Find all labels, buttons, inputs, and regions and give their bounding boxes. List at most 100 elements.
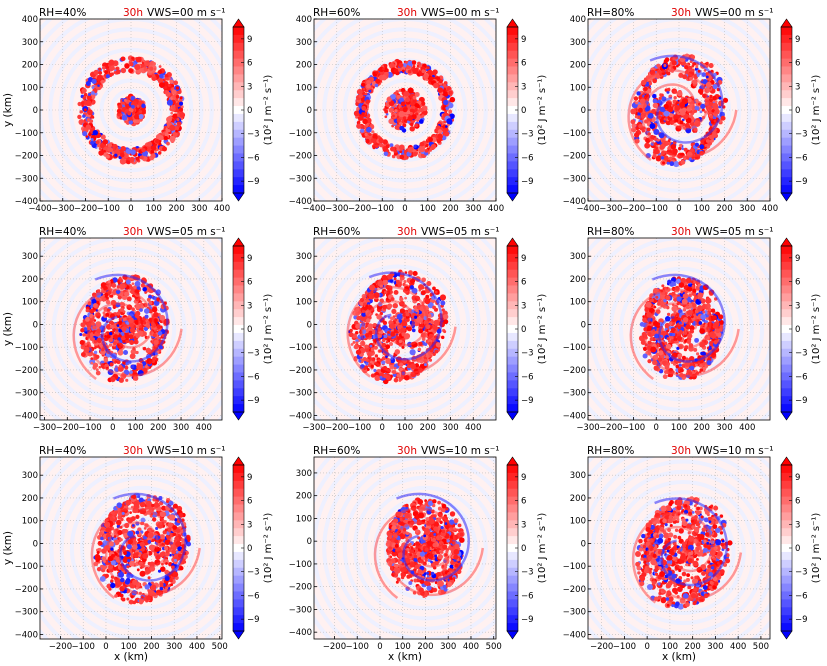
panel-time-label: 30h (397, 226, 417, 238)
y-axis-label: y (km) (2, 531, 14, 565)
y-tick-label: −300 (563, 608, 586, 618)
x-tick-label: 500 (753, 642, 769, 652)
panel-rh-label: RH=60% (313, 445, 360, 457)
y-tick-label: 0 (581, 106, 586, 116)
y-tick-label: −400 (289, 628, 312, 638)
colorbar-tick-label: 3 (521, 82, 526, 92)
y-tick-label: 0 (33, 106, 38, 116)
colorbar-tick-label: 9 (795, 254, 800, 264)
colorbar-tick-label: −3 (795, 130, 808, 140)
colorbar-label: (10² J m⁻² s⁻¹) (263, 294, 274, 365)
panel-r2-c0: −200 −100 0 100 200 300 400 500−400−300−200−100… (2, 445, 274, 663)
x-axis-label: x (km) (114, 651, 148, 663)
y-tick-label: 400 (570, 15, 586, 25)
x-tick-label: 100 (121, 642, 137, 652)
colorbar-tick-label: 6 (795, 59, 800, 69)
panel-rh-label: RH=80% (587, 7, 634, 19)
panel-time-label: 30h (397, 445, 417, 457)
x-tick-label: 300 (440, 642, 456, 652)
x-tick-label: 200 (685, 642, 701, 652)
y-tick-label: −400 (15, 630, 38, 640)
colorbar-tick-label: 6 (521, 497, 526, 507)
y-tick-label: 300 (570, 252, 586, 262)
colorbar-tick-label: −6 (795, 372, 808, 382)
heatmap-field (314, 19, 496, 201)
colorbar-tick-label: −9 (247, 396, 260, 406)
heatmap-field (588, 457, 770, 639)
colorbar-tick-label: −6 (247, 153, 260, 163)
colorbar-label: (10² J m⁻² s⁻¹) (263, 513, 274, 584)
x-tick-label: −100 (622, 423, 645, 433)
colorbar: 9 6 3 0 −3 −6 −9 (10² J m⁻² s⁻¹) (780, 237, 822, 421)
y-axis-label: y (km) (2, 93, 14, 127)
y-tick-label: −300 (15, 608, 38, 618)
y-tick-label: −200 (563, 152, 586, 162)
y-tick-label: 200 (296, 275, 312, 285)
panel-r2-c1: −200 −100 0 100 200 300 400 500−400−300−200−100… (289, 445, 548, 663)
colorbar-tick-label: 6 (247, 497, 252, 507)
x-tick-label: 300 (191, 204, 207, 214)
x-tick-label: 400 (739, 423, 755, 433)
x-tick-label: 400 (465, 423, 481, 433)
colorbar: 9 6 3 0 −3 −6 −9 (10² J m⁻² s⁻¹) (780, 18, 822, 202)
colorbar-tick-label: 3 (247, 301, 252, 311)
colorbar-tick-label: −3 (795, 568, 808, 578)
colorbar-tick-label: 9 (247, 473, 252, 483)
colorbar-tick-label: 9 (521, 254, 526, 264)
panel-vws-label: VWS=10 m s⁻¹ (421, 445, 500, 457)
colorbar-tick-label: −9 (795, 177, 808, 187)
y-tick-label: 0 (33, 320, 38, 330)
colorbar-tick-label: −9 (247, 615, 260, 625)
y-tick-label: 300 (296, 38, 312, 48)
x-tick-label: 100 (694, 204, 710, 214)
colorbar-tick-label: 3 (247, 520, 252, 530)
x-tick-label: 0 (128, 204, 133, 214)
colorbar-tick-label: 3 (247, 82, 252, 92)
y-tick-label: −300 (15, 389, 38, 399)
y-tick-label: −100 (15, 343, 38, 353)
panel-rh-label: RH=80% (587, 226, 634, 238)
y-tick-label: 0 (33, 539, 38, 549)
colorbar-tick-label: 9 (247, 35, 252, 45)
panel-time-label: 30h (123, 226, 143, 238)
x-tick-label: 500 (486, 642, 502, 652)
colorbar-tick-label: −6 (521, 153, 534, 163)
axes-frame (313, 456, 497, 640)
heatmap-field (588, 238, 770, 420)
colorbar-tick-label: 3 (795, 520, 800, 530)
x-tick-label: 200 (168, 204, 184, 214)
x-tick-label: −200 (590, 642, 613, 652)
colorbar: 9 6 3 0 −3 −6 −9 (10² J m⁻² s⁻¹) (232, 456, 274, 640)
x-tick-label: −300 (51, 204, 74, 214)
y-tick-label: 200 (570, 61, 586, 71)
x-tick-label: 0 (110, 423, 115, 433)
y-tick-label: −300 (289, 605, 312, 615)
y-tick-label: −300 (15, 174, 38, 184)
colorbar-tick-label: −9 (795, 396, 808, 406)
x-tick-label: 300 (442, 423, 458, 433)
x-tick-label: 300 (166, 642, 182, 652)
panel-rh-label: RH=40% (39, 7, 86, 19)
x-tick-label: 100 (395, 642, 411, 652)
x-tick-label: 400 (463, 642, 479, 652)
panel-vws-label: VWS=05 m s⁻¹ (421, 226, 500, 238)
colorbar-tick-label: −3 (247, 568, 260, 578)
y-tick-label: 300 (22, 471, 38, 481)
x-tick-label: −100 (613, 642, 636, 652)
heatmap-field (588, 19, 770, 201)
panel-r0-c0: −400 −300 −200 −100 0 100 200 300 400−400−300−20… (2, 7, 274, 214)
panel-vws-label: VWS=00 m s⁻¹ (421, 7, 500, 19)
y-axis-label: y (km) (2, 312, 14, 346)
x-tick-label: 300 (173, 423, 189, 433)
x-tick-label: 100 (420, 204, 436, 214)
x-tick-label: 0 (103, 642, 108, 652)
x-tick-label: 200 (143, 642, 159, 652)
heatmap-field (40, 457, 222, 639)
y-tick-label: −200 (289, 583, 312, 593)
x-tick-label: 200 (417, 642, 433, 652)
colorbar-tick-label: 0 (795, 106, 800, 116)
x-tick-label: 300 (739, 204, 755, 214)
colorbar-tick-label: 6 (247, 278, 252, 288)
colorbar-tick-label: 0 (795, 544, 800, 554)
x-tick-label: −400 (576, 204, 599, 214)
